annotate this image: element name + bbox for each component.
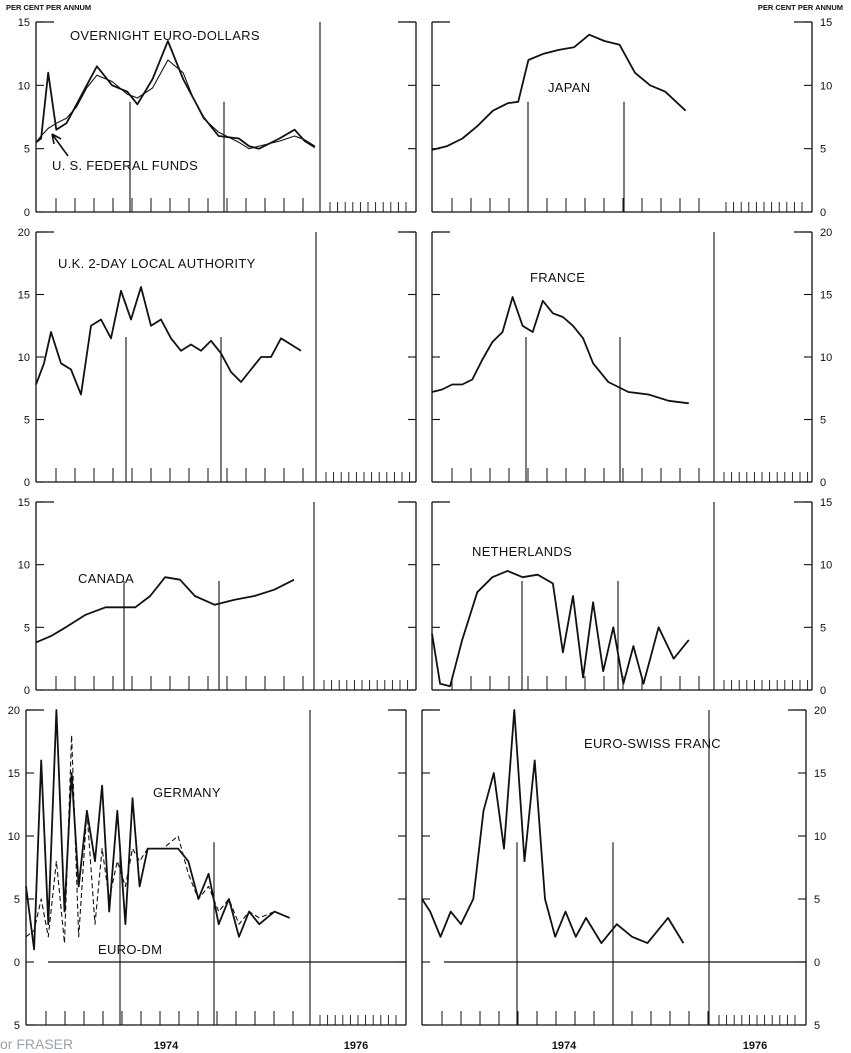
y-tick-label: 15 bbox=[18, 290, 30, 302]
y-tick-label: 15 bbox=[8, 768, 20, 780]
x-label-1974-right: 1974 bbox=[552, 1040, 577, 1052]
series-line-1 bbox=[36, 60, 315, 149]
y-tick-label: 5 bbox=[820, 144, 826, 156]
y-tick-label: 0 bbox=[820, 207, 826, 219]
series-line-0 bbox=[36, 287, 301, 395]
y-tick-label: 10 bbox=[820, 80, 832, 92]
panel-0: 0 5 10 15 OVERNIGHT EURO-DOLLARS U. S. FEDERA… bbox=[18, 17, 416, 219]
y-tick-label: 10 bbox=[820, 352, 832, 364]
series-line-0 bbox=[432, 297, 689, 403]
panel-4: 0 5 10 15 CANADA bbox=[18, 497, 416, 697]
y-tick-label: 10 bbox=[814, 831, 826, 843]
panel-3: 0 5 10 15 20 FRANCE bbox=[432, 227, 832, 489]
y-tick-label: 10 bbox=[8, 831, 20, 843]
y-tick-label: 5 bbox=[14, 894, 20, 906]
y-tick-label: 0 bbox=[820, 477, 826, 489]
y-tick-label: 15 bbox=[820, 290, 832, 302]
y-tick-label: 10 bbox=[820, 560, 832, 572]
panel-5: 0 5 10 15 NETHERLANDS bbox=[432, 497, 832, 697]
panel-2: 0 5 10 15 20 U.K. 2-DAY LOCAL AUTHORITY bbox=[18, 227, 416, 489]
y-tick-label: 5 bbox=[14, 1020, 20, 1032]
series-line-0 bbox=[36, 41, 315, 149]
x-label-1976-left: 1976 bbox=[344, 1040, 368, 1052]
y-tick-label: 20 bbox=[18, 227, 30, 239]
y-tick-label: 0 bbox=[814, 957, 820, 969]
panel-title: NETHERLANDS bbox=[472, 544, 572, 559]
panel-7: 5 0 5 10 15 20 EURO-SWISS FRANC bbox=[422, 705, 826, 1032]
right-unit-label: PER CENT PER ANNUM bbox=[758, 3, 843, 12]
left-unit-label: PER CENT PER ANNUM bbox=[6, 3, 91, 12]
y-tick-label: 5 bbox=[814, 894, 820, 906]
y-tick-label: 0 bbox=[24, 685, 30, 697]
y-tick-label: 0 bbox=[820, 685, 826, 697]
panel-1: 0 5 10 15 JAPAN bbox=[432, 17, 832, 219]
y-tick-label: 5 bbox=[24, 622, 30, 634]
y-tick-label: 20 bbox=[8, 705, 20, 717]
series-line-1 bbox=[26, 735, 290, 943]
y-tick-label: 10 bbox=[18, 80, 30, 92]
y-tick-label: 15 bbox=[18, 497, 30, 509]
series-line-0 bbox=[432, 571, 689, 686]
y-tick-label: 5 bbox=[24, 144, 30, 156]
panel-6: 5 0 5 10 15 20 GERMANY EURO-DM bbox=[8, 705, 406, 1032]
y-tick-label: 5 bbox=[814, 1020, 820, 1032]
y-tick-label: 10 bbox=[18, 352, 30, 364]
y-tick-label: 0 bbox=[24, 477, 30, 489]
panel-title: U.K. 2-DAY LOCAL AUTHORITY bbox=[58, 256, 256, 271]
annotation-label: EURO-DM bbox=[98, 942, 162, 957]
series-line-0 bbox=[36, 577, 294, 642]
arrow-icon bbox=[52, 134, 68, 156]
panel-title: JAPAN bbox=[548, 80, 590, 95]
y-tick-label: 20 bbox=[814, 705, 826, 717]
y-tick-label: 5 bbox=[820, 415, 826, 427]
y-tick-label: 0 bbox=[14, 957, 20, 969]
panel-title: EURO-SWISS FRANC bbox=[584, 736, 721, 751]
y-tick-label: 5 bbox=[820, 622, 826, 634]
y-tick-label: 5 bbox=[24, 415, 30, 427]
panel-title: OVERNIGHT EURO-DOLLARS bbox=[70, 28, 260, 43]
y-tick-label: 15 bbox=[820, 497, 832, 509]
source-text: or FRASER bbox=[0, 1036, 73, 1052]
panel-title: CANADA bbox=[78, 571, 134, 586]
y-tick-label: 10 bbox=[18, 560, 30, 572]
y-tick-label: 0 bbox=[24, 207, 30, 219]
x-label-1974-left: 1974 bbox=[154, 1040, 179, 1052]
y-tick-label: 15 bbox=[18, 17, 30, 29]
panel-title: FRANCE bbox=[530, 270, 585, 285]
y-tick-label: 15 bbox=[814, 768, 826, 780]
y-tick-label: 15 bbox=[820, 17, 832, 29]
x-label-1976-right: 1976 bbox=[743, 1040, 767, 1052]
panel-title: GERMANY bbox=[153, 785, 221, 800]
y-tick-label: 20 bbox=[820, 227, 832, 239]
annotation-label: U. S. FEDERAL FUNDS bbox=[52, 158, 198, 173]
